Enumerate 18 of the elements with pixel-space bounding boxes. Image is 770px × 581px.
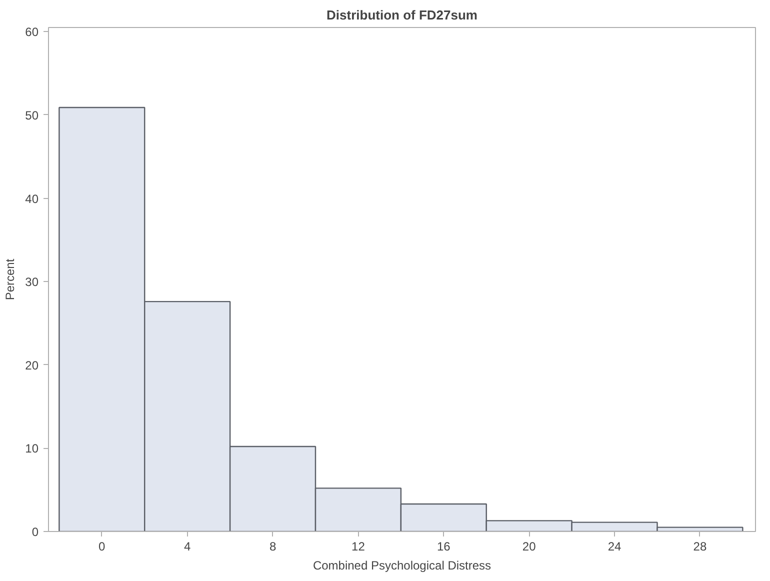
chart-title: Distribution of FD27sum xyxy=(326,8,478,22)
y-tick-label: 60 xyxy=(25,25,39,40)
x-tick-label: 20 xyxy=(522,540,536,554)
y-tick-label: 30 xyxy=(25,275,39,290)
y-tick-label: 50 xyxy=(25,108,39,122)
y-tick-label: 20 xyxy=(25,358,39,372)
y-axis-title: Percent xyxy=(3,258,18,300)
x-tick-label: 24 xyxy=(608,540,622,554)
x-tick-label: 12 xyxy=(352,540,366,554)
x-tick-label: 4 xyxy=(184,540,191,554)
x-tick-label: 8 xyxy=(269,540,276,554)
y-tick-label: 40 xyxy=(25,192,39,206)
x-axis-title: Combined Psychological Distress xyxy=(312,558,492,572)
x-tick-label: 0 xyxy=(98,540,106,554)
y-tick-label: 10 xyxy=(25,442,39,456)
x-tick-label: 16 xyxy=(436,540,451,554)
x-tick-label: 28 xyxy=(693,540,707,554)
y-tick-label: 0 xyxy=(32,525,39,539)
